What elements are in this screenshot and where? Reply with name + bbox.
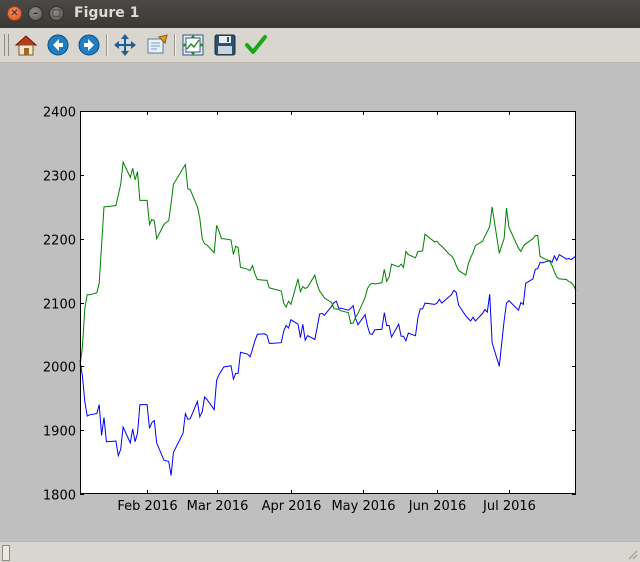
save-floppy-icon [214,34,236,56]
status-bar [0,541,640,562]
back-button[interactable] [46,33,70,57]
x-tick-label: May 2016 [331,499,395,514]
home-icon [14,35,38,56]
y-tick-label: 1900 [43,425,76,440]
edit-parameters-button[interactable] [244,33,268,57]
x-tick-label: Mar 2016 [187,499,249,514]
subplots-button[interactable] [181,33,205,57]
x-tick-label: Jun 2016 [408,499,467,514]
x-axis: Feb 2016 Mar 2016 Apr 2016 May 2016 Jun 2016… [117,111,536,514]
y-tick-label: 1800 [43,489,76,504]
y-tick-label: 2100 [43,298,76,313]
y-tick-label: 2200 [43,234,76,249]
window-title: Figure 1 [74,5,140,21]
x-tick-label: Apr 2016 [262,499,322,514]
close-button[interactable]: ✕ [7,6,22,21]
plot-area[interactable] [80,111,576,494]
zoom-button[interactable] [145,33,169,57]
series-line-1 [79,253,577,476]
pan-move-icon [114,34,136,56]
y-tick-label: 2400 [43,106,76,121]
minimize-icon: – [33,8,38,19]
configure-subplots-icon [182,34,204,56]
axes-frame [80,111,576,494]
maximize-button[interactable]: □ [49,6,64,21]
minimize-button[interactable]: – [28,6,43,21]
status-message-area [2,545,10,561]
navigation-toolbar [0,28,640,63]
resize-grip-icon[interactable] [626,548,638,560]
checkmark-icon [245,35,267,54]
y-tick-label: 2300 [43,170,76,185]
y-tick-label: 2000 [43,361,76,376]
toolbar-grip[interactable] [4,34,9,56]
toolbar-separator [174,34,176,56]
y-axis: 1800 1900 2000 2100 2200 2300 2400 [43,106,576,504]
window-titlebar: ✕ – □ Figure 1 [0,0,640,28]
save-button[interactable] [213,33,237,57]
home-button[interactable] [14,33,38,57]
series-line-2 [79,160,577,367]
pan-button[interactable] [113,33,137,57]
x-tick-label: Jul 2016 [482,499,536,514]
forward-button[interactable] [77,33,101,57]
back-arrow-icon [47,34,69,56]
zoom-rect-icon [147,34,168,54]
maximize-icon: □ [51,8,62,19]
close-icon: ✕ [10,8,19,19]
figure-canvas[interactable]: 1800 1900 2000 2100 2200 2300 2400 Feb 2016 Mar… [0,62,640,541]
series-lines [79,160,577,476]
x-tick-label: Feb 2016 [117,499,177,514]
forward-arrow-icon [78,34,100,56]
toolbar-separator [106,34,108,56]
